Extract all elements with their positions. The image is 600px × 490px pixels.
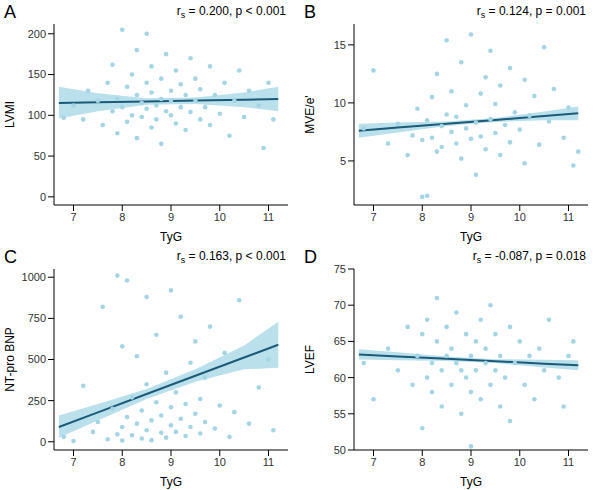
svg-text:750: 750 [28,312,46,324]
svg-text:50: 50 [334,444,346,456]
svg-text:10: 10 [214,456,226,468]
svg-text:75: 75 [334,263,346,275]
html-text:rs= 0.124, p = 0.001: rs= 0.124, p = 0.001 [476,4,586,21]
svg-text:100: 100 [28,109,46,121]
svg-text:LVMI: LVMI [8,101,17,128]
svg-text:8: 8 [119,456,125,468]
svg-text:10: 10 [334,97,346,109]
svg-text:TyG: TyG [160,230,182,244]
html-text:rs= 0.200, p < 0.001: rs= 0.200, p < 0.001 [176,4,286,21]
svg-text:55: 55 [334,408,346,420]
svg-text:0: 0 [40,436,46,448]
html-text:A: A [4,2,16,22]
svg-text:11: 11 [263,211,274,223]
svg-text:8: 8 [419,456,425,468]
svg-text:9: 9 [468,456,474,468]
svg-text:10: 10 [214,211,226,223]
svg-text:250: 250 [28,395,46,407]
svg-text:7: 7 [370,211,376,223]
svg-text:150: 150 [28,68,46,80]
svg-text:5: 5 [340,155,346,167]
svg-text:8: 8 [419,211,425,223]
svg-text:TyG: TyG [160,475,182,489]
html-text:D: D [304,247,317,267]
html-text:B: B [304,2,316,22]
svg-text:10: 10 [514,456,526,468]
svg-text:NT-pro BNP: NT-pro BNP [8,327,17,392]
svg-text:7: 7 [70,456,76,468]
html-text:C: C [4,247,17,267]
svg-text:9: 9 [168,456,174,468]
svg-text:200: 200 [28,28,46,40]
svg-text:TyG: TyG [460,230,482,244]
svg-text:9: 9 [168,211,174,223]
svg-text:9: 9 [468,211,474,223]
svg-text:11: 11 [563,456,574,468]
svg-text:MVE/e': MVE/e' [303,95,317,133]
svg-text:7: 7 [370,456,376,468]
svg-text:50: 50 [34,150,46,162]
svg-text:0: 0 [40,191,46,203]
html-text:rs= 0.163, p < 0.001: rs= 0.163, p < 0.001 [176,249,286,266]
svg-text:70: 70 [334,299,346,311]
svg-text:10: 10 [514,211,526,223]
svg-text:500: 500 [28,353,46,365]
svg-text:1000: 1000 [22,271,46,283]
svg-text:15: 15 [334,39,346,51]
svg-text:8: 8 [119,211,125,223]
svg-text:LVEF: LVEF [303,345,317,374]
svg-text:TyG: TyG [460,475,482,489]
svg-text:11: 11 [263,456,274,468]
svg-text:7: 7 [70,211,76,223]
svg-text:65: 65 [334,335,346,347]
svg-text:11: 11 [563,211,574,223]
html-text:rs= -0.087, p = 0.018: rs= -0.087, p = 0.018 [472,249,586,266]
svg-text:60: 60 [334,372,346,384]
